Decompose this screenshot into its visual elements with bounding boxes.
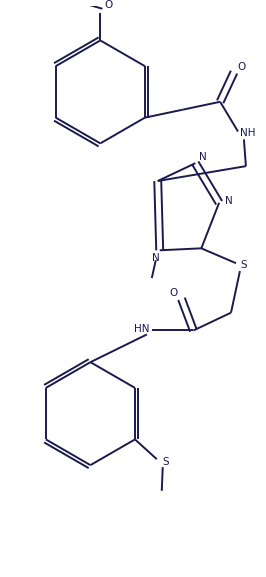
Text: HN: HN [134,324,150,334]
Text: N: N [200,152,207,162]
Text: O: O [238,62,246,72]
Text: O: O [169,288,178,298]
Text: O: O [104,0,112,10]
Text: NH: NH [240,129,256,138]
Text: N: N [152,253,160,263]
Text: N: N [225,196,233,206]
Text: S: S [162,457,169,467]
Text: S: S [240,260,247,270]
